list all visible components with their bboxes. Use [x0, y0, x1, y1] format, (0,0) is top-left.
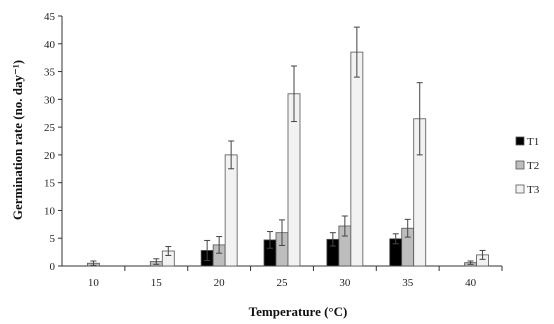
legend-swatch-t1: [515, 136, 525, 146]
bar-t3: [224, 154, 238, 267]
x-tick-label: 15: [151, 277, 163, 289]
y-tick-label: 20: [44, 150, 56, 162]
y-tick-label: 10: [44, 205, 56, 217]
legend-label-t2: T2: [527, 160, 539, 172]
x-tick-label: 35: [402, 277, 414, 289]
x-axis-label: Temperature (°C): [249, 304, 348, 319]
y-tick-label: 35: [44, 67, 56, 79]
bar-t3: [350, 51, 364, 267]
y-tick-label: 30: [44, 94, 56, 106]
legend-swatch-t3: [515, 184, 525, 194]
legend-label-t1: T1: [527, 136, 539, 148]
legend-swatch-t2: [515, 160, 525, 170]
y-tick-label: 25: [44, 122, 56, 134]
x-tick-label: 40: [465, 277, 477, 289]
y-tick-label: 5: [50, 233, 56, 245]
y-tick-label: 40: [44, 39, 56, 51]
y-tick-label: 0: [50, 261, 56, 273]
x-tick-label: 10: [88, 277, 100, 289]
plot-area: 0 5 10 15 20 25 30 35 40 45 10 15 20 25 30 35 40: [44, 11, 503, 289]
y-axis-label: Germination rate (no. day⁻¹): [10, 60, 25, 220]
y-tick-label: 15: [44, 178, 56, 190]
x-tick-label: 30: [339, 277, 351, 289]
x-tick-label: 25: [277, 277, 289, 289]
legend-label-t3: T3: [527, 184, 540, 196]
x-tick-label: 20: [214, 277, 226, 289]
legend: T1 T2 T3: [515, 136, 540, 196]
y-tick-label: 45: [44, 11, 56, 23]
